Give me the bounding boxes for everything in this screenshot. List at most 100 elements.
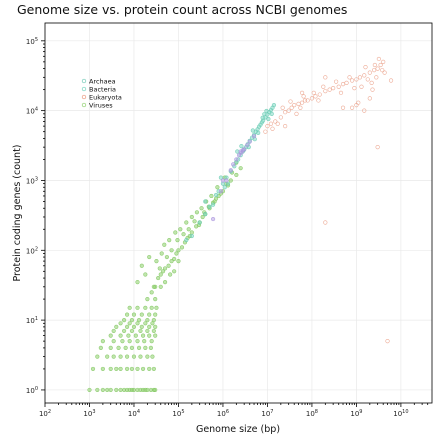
data-point <box>156 275 161 281</box>
data-point <box>153 387 158 393</box>
data-point <box>374 75 379 80</box>
data-point <box>153 333 158 338</box>
data-point <box>299 90 305 95</box>
data-point <box>169 248 174 253</box>
data-point <box>120 339 125 344</box>
data-point <box>213 192 219 198</box>
legend-marker <box>81 94 87 100</box>
data-point <box>309 96 315 101</box>
data-point <box>181 232 186 237</box>
data-point <box>323 75 328 80</box>
data-point <box>352 86 357 91</box>
data-point <box>147 254 152 260</box>
data-point <box>131 387 137 393</box>
data-point <box>162 266 168 271</box>
data-point <box>367 96 372 101</box>
data-point <box>218 175 224 180</box>
series-viruses <box>87 160 243 393</box>
data-point <box>199 206 204 211</box>
data-point <box>118 366 123 372</box>
data-point <box>154 305 159 310</box>
data-point <box>372 62 377 68</box>
data-point <box>98 345 103 350</box>
data-point <box>273 119 278 124</box>
data-point <box>129 345 135 350</box>
data-point <box>263 129 268 134</box>
data-point <box>105 354 110 359</box>
data-point <box>127 321 132 326</box>
data-point <box>111 339 116 344</box>
data-point <box>147 333 152 338</box>
series-eukaryota <box>263 56 394 344</box>
data-point <box>382 70 387 75</box>
data-point <box>129 366 135 372</box>
data-point <box>240 148 245 153</box>
y-tick-label: 103 <box>26 176 38 185</box>
data-point <box>340 105 346 110</box>
data-point <box>138 354 143 359</box>
data-point <box>256 130 261 136</box>
data-point <box>139 263 144 268</box>
data-point <box>296 101 301 106</box>
points-layer <box>87 56 394 393</box>
data-point <box>158 272 163 277</box>
data-point <box>145 328 150 334</box>
data-point <box>311 90 316 95</box>
data-point <box>378 62 383 68</box>
data-point <box>160 269 166 274</box>
data-point <box>323 89 328 94</box>
data-point <box>167 237 172 243</box>
data-point <box>184 237 189 243</box>
data-point <box>116 345 121 350</box>
data-point <box>100 366 105 372</box>
data-point <box>124 324 130 329</box>
data-point <box>298 105 303 110</box>
data-point <box>147 312 152 317</box>
data-point <box>159 251 164 256</box>
data-point <box>131 354 137 359</box>
data-point <box>168 272 173 277</box>
data-point <box>370 87 375 92</box>
data-point <box>260 115 265 120</box>
data-point <box>357 75 363 80</box>
data-point <box>238 166 243 171</box>
data-point <box>114 366 119 372</box>
data-point <box>363 65 368 70</box>
x-tick-label: 1010 <box>393 409 408 418</box>
data-point <box>278 115 283 120</box>
data-point <box>222 185 227 190</box>
data-point <box>153 312 158 317</box>
data-point <box>340 81 346 87</box>
data-point <box>138 328 143 334</box>
data-point <box>108 387 113 393</box>
data-point <box>247 139 252 144</box>
data-point <box>265 124 270 129</box>
data-point <box>151 318 156 323</box>
x-tick-label: 104 <box>128 409 140 418</box>
data-point <box>127 339 132 344</box>
data-point <box>147 366 152 372</box>
data-point <box>250 128 255 133</box>
data-point <box>158 284 163 289</box>
data-point <box>114 324 119 329</box>
y-tick-label: 105 <box>26 37 38 46</box>
data-point <box>172 269 177 274</box>
data-point <box>283 110 288 115</box>
data-point <box>231 162 236 167</box>
data-point <box>135 280 140 285</box>
data-point <box>316 98 321 103</box>
y-tick-label: 104 <box>26 107 38 116</box>
data-point <box>269 111 274 116</box>
data-point <box>299 100 305 105</box>
data-point <box>136 318 142 323</box>
data-point <box>108 366 113 372</box>
y-axis-label: Protein coding genes (count) <box>12 144 23 281</box>
data-point <box>151 284 156 289</box>
legend-marker <box>81 86 87 92</box>
data-point <box>154 259 159 264</box>
legend-marker <box>81 102 87 108</box>
data-point <box>133 333 138 338</box>
data-point <box>376 56 381 62</box>
data-point <box>209 193 214 199</box>
